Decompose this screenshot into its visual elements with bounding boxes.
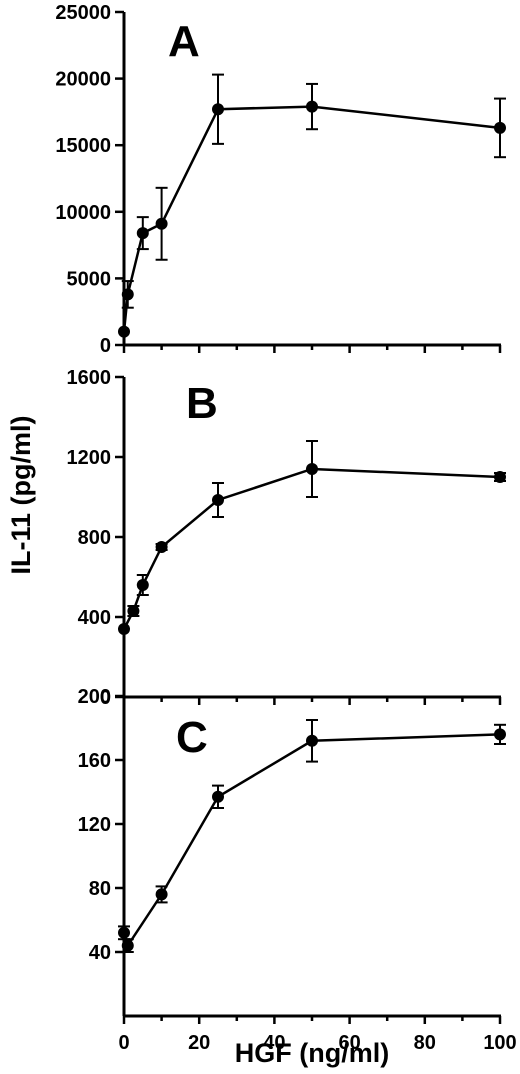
data-point: [212, 494, 224, 506]
data-point: [118, 325, 130, 338]
panel-label: B: [186, 379, 218, 428]
data-point: [306, 734, 318, 747]
y-tick-label: 0: [100, 335, 111, 357]
data-point: [121, 939, 134, 952]
y-tick-label: 160: [78, 750, 111, 772]
data-point: [136, 227, 149, 240]
chart-panels: 0500010000150002000025000A04008001200160…: [55, 2, 516, 1054]
x-tick-label: 80: [414, 1032, 436, 1054]
y-tick-label: 5000: [67, 268, 112, 290]
series-line: [122, 733, 501, 949]
data-point: [212, 103, 224, 116]
y-axis-title: IL-11 (pg/ml): [6, 415, 36, 574]
data-point: [155, 541, 168, 553]
y-tick-label: 800: [78, 527, 111, 549]
chart-panel-b: 0 400 800 1200 1600 B: [67, 367, 506, 709]
data-point: [136, 579, 149, 591]
y-tick-label: 120: [78, 814, 111, 836]
y-tick-label: 1600: [67, 367, 112, 389]
y-tick-label: 20000: [55, 69, 111, 91]
data-point: [306, 100, 318, 113]
x-tick-label: 100: [483, 1032, 516, 1054]
y-tick-label: 200: [78, 686, 111, 708]
series-line: [122, 105, 501, 332]
panel-label: C: [176, 713, 208, 762]
x-axis-title: HGF (ng/ml): [235, 1038, 389, 1068]
y-tick-label: 40: [89, 942, 111, 964]
y-tick-label: 15000: [55, 135, 111, 157]
data-point: [127, 605, 140, 617]
data-point: [155, 888, 168, 901]
data-point: [118, 926, 130, 939]
y-tick-label: 0: [100, 687, 111, 709]
data-point: [118, 623, 130, 635]
data-point: [494, 121, 506, 134]
chart-panel-a: 0 5000 10000 15000 20000 25000 A: [55, 2, 506, 357]
x-tick-label: 40: [263, 1032, 285, 1054]
data-point: [121, 288, 134, 301]
data-point: [155, 217, 168, 230]
panel-label: A: [168, 17, 200, 66]
data-point: [494, 471, 506, 483]
y-tick-label: 25000: [55, 2, 111, 24]
data-point: [306, 463, 318, 475]
y-tick-label: 10000: [55, 202, 111, 224]
data-point: [212, 790, 224, 803]
x-tick-label: 60: [338, 1032, 360, 1054]
y-tick-label: 400: [78, 607, 111, 629]
x-tick-label: 0: [118, 1032, 129, 1054]
data-point: [494, 728, 506, 741]
y-tick-label: 1200: [67, 447, 112, 469]
y-tick-label: 80: [89, 878, 111, 900]
x-tick-label: 20: [188, 1032, 210, 1054]
